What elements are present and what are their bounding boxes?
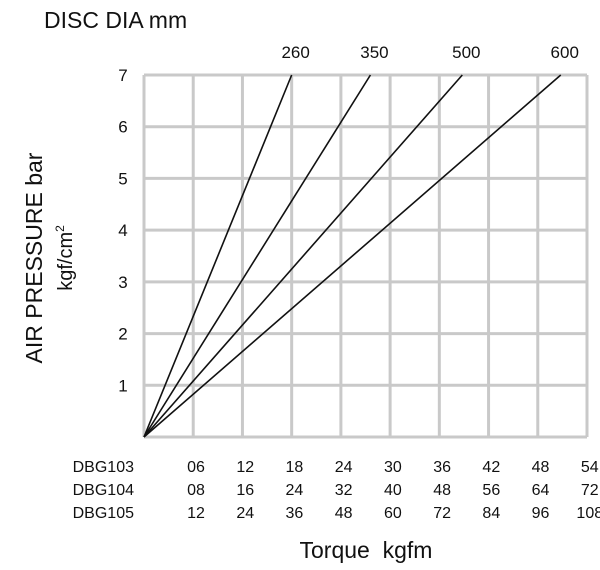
x-tick-label: 64 — [532, 482, 550, 499]
x-tick-label: 08 — [187, 482, 205, 499]
x-row-name: DBG104 — [73, 482, 134, 499]
series-line-600 — [143, 74, 562, 438]
x-tick-label: 84 — [482, 505, 500, 522]
y-axis-label: AIR PRESSURE bar — [21, 152, 47, 363]
x-row-name: DBG103 — [73, 459, 134, 476]
x-tick-label: 48 — [532, 459, 550, 476]
y-axis-title: AIR PRESSURE bar — [21, 152, 47, 363]
x-tick-label: 42 — [482, 459, 500, 476]
x-tick-label: 24 — [286, 482, 304, 499]
series-label-600: 600 — [551, 43, 579, 62]
x-tick-label: 18 — [286, 459, 304, 476]
x-tick-label: 60 — [384, 505, 402, 522]
x-tick-label: 108 — [576, 505, 600, 522]
y-tick-label: 5 — [118, 169, 127, 188]
x-tick-label: 72 — [433, 505, 451, 522]
x-tick-label: 30 — [384, 459, 402, 476]
y-tick-label: 6 — [118, 118, 127, 137]
x-tick-label: 24 — [236, 505, 254, 522]
series-line-500 — [143, 74, 463, 438]
series-label-500: 500 — [452, 43, 480, 62]
y-tick-label: 1 — [118, 376, 127, 395]
y-tick-labels: 1 2 3 4 5 6 7 — [118, 66, 127, 395]
x-row-name: DBG105 — [73, 505, 134, 522]
y-tick-label: 7 — [118, 66, 127, 85]
x-tick-label: 48 — [335, 505, 353, 522]
x-tick-label: 40 — [384, 482, 402, 499]
x-tick-label: 36 — [286, 505, 304, 522]
x-axis-label: Torque kgfm — [300, 537, 433, 563]
y-axis-unit-superscript: 2 — [53, 225, 67, 232]
series-line-260 — [143, 74, 293, 438]
y-tick-label: 3 — [118, 273, 127, 292]
x-tick-label: 72 — [581, 482, 599, 499]
x-tick-label: 12 — [236, 459, 254, 476]
y-tick-label: 4 — [118, 221, 127, 240]
plot-grid — [142, 73, 589, 439]
series-line-350 — [143, 74, 372, 438]
x-tick-label: 96 — [532, 505, 550, 522]
series-label-350: 350 — [360, 43, 388, 62]
x-tick-label: 36 — [433, 459, 451, 476]
x-tick-label: 24 — [335, 459, 353, 476]
series-labels: 260 350 500 600 — [281, 43, 578, 62]
x-tick-label: 48 — [433, 482, 451, 499]
chart-title: DISC DIA mm — [44, 7, 187, 33]
y-axis-unit: kgf/cm2 — [53, 225, 77, 291]
x-tick-label: 56 — [482, 482, 500, 499]
series-lines — [143, 74, 562, 438]
series-label-260: 260 — [281, 43, 309, 62]
y-axis-unit-text: kgf/cm — [55, 232, 77, 291]
y-axis-unit-label: kgf/cm2 — [53, 225, 77, 291]
x-tick-label: 16 — [236, 482, 254, 499]
x-tick-label: 12 — [187, 505, 205, 522]
x-tick-rows: DBG103 06 12 18 24 30 36 42 48 54 DBG104 08 16 24 32 40… — [73, 459, 600, 522]
x-tick-label: 06 — [187, 459, 205, 476]
y-tick-label: 2 — [118, 325, 127, 344]
x-tick-label: 54 — [581, 459, 599, 476]
x-tick-label: 32 — [335, 482, 353, 499]
